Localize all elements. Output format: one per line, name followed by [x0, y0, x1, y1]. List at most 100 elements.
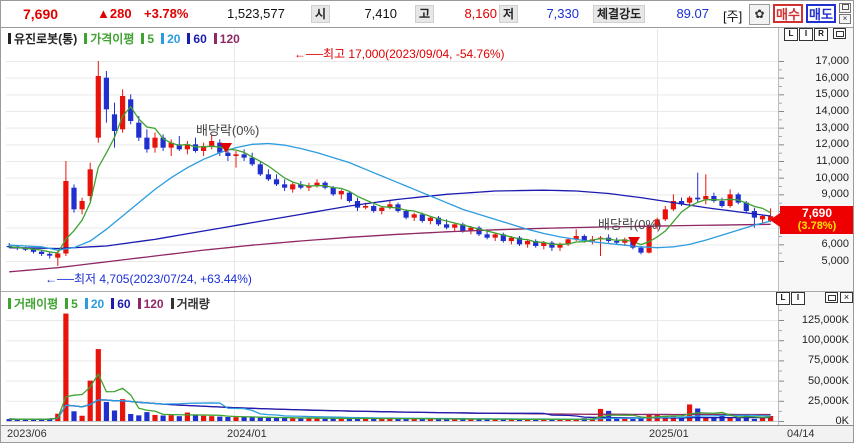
- volume-bar: [282, 417, 288, 421]
- legend-ma-period: 120: [137, 297, 164, 311]
- candle: [47, 253, 53, 256]
- candle: [363, 206, 369, 208]
- candle: [39, 251, 45, 254]
- candle: [103, 77, 109, 110]
- price-axis-label: 15,000: [815, 88, 849, 101]
- pane-button-r[interactable]: R: [814, 28, 828, 41]
- volume-bar: [265, 417, 271, 421]
- candle: [468, 227, 474, 231]
- current-price: 7,690: [23, 6, 59, 22]
- volume-axis-label: 100,000K: [801, 334, 849, 347]
- close-icon[interactable]: ×: [839, 14, 851, 24]
- volume-bar: [403, 418, 409, 421]
- candle: [330, 187, 336, 195]
- pane-button-i[interactable]: I: [799, 28, 813, 41]
- legend-symbol: 유진로봇(통): [8, 30, 77, 47]
- volume-axis-label: 25,000K: [808, 394, 849, 407]
- close-pane-icon[interactable]: ×: [840, 292, 853, 303]
- volume-bar: [589, 418, 595, 421]
- series-marker-icon: [65, 298, 69, 309]
- volume-bar: [565, 419, 571, 421]
- volume-bar: [638, 417, 644, 421]
- price-change: ▲280: [97, 6, 132, 21]
- price-change-pct: +3.78%: [144, 6, 189, 21]
- volume-bar: [233, 417, 239, 421]
- volume-bar: [622, 418, 628, 421]
- open-value: 7,410: [364, 6, 397, 21]
- volume-bar: [136, 415, 142, 421]
- volume-bar: [460, 419, 466, 421]
- high-annotation: ←──최고 17,000(2023/09/04, -54.76%): [294, 47, 505, 61]
- pane-button-l[interactable]: L: [784, 28, 798, 41]
- legend-volume: 거래량: [170, 295, 210, 312]
- candle: [492, 234, 498, 238]
- volume-bar: [241, 416, 247, 421]
- candle: [695, 197, 701, 200]
- volume-bar: [371, 418, 377, 421]
- candle: [573, 236, 579, 240]
- volume-bar: [249, 417, 255, 421]
- sell-button[interactable]: 매도: [806, 4, 836, 23]
- candle: [144, 137, 150, 150]
- candle: [508, 237, 514, 241]
- candle: [184, 144, 190, 150]
- volume-bar: [338, 418, 344, 421]
- candle: [516, 237, 523, 245]
- candle: [735, 194, 741, 203]
- volume-bar: [727, 417, 733, 421]
- legend-ma-period: 60: [187, 32, 207, 46]
- volume-bar: [87, 380, 93, 421]
- volume-bar: [322, 418, 328, 421]
- candle: [71, 187, 77, 210]
- series-marker-icon: [8, 298, 11, 309]
- settings-gear-icon[interactable]: ✿: [749, 4, 770, 25]
- volume-bar: [492, 419, 498, 421]
- candle: [614, 241, 620, 243]
- candle: [541, 242, 547, 246]
- series-marker-icon: [170, 298, 174, 309]
- strength-value: 89.07: [676, 6, 709, 21]
- maximize-icon[interactable]: [833, 28, 846, 39]
- candle: [638, 247, 644, 253]
- candle: [379, 207, 385, 211]
- candle: [298, 184, 304, 188]
- pane-button-i[interactable]: I: [791, 292, 805, 305]
- series-marker-icon: [84, 33, 88, 44]
- time-axis-label: 2025/01: [649, 428, 689, 440]
- volume-bar: [444, 419, 450, 421]
- candle: [282, 184, 288, 188]
- volume-bar: [63, 313, 69, 421]
- volume-bar: [273, 417, 280, 421]
- volume-bar: [184, 412, 190, 421]
- volume-bar: [168, 415, 174, 421]
- series-marker-icon: [111, 298, 115, 309]
- candle: [759, 216, 766, 220]
- volume-bar: [111, 410, 118, 421]
- volume-bar: [79, 415, 85, 421]
- volume-bar: [516, 419, 523, 421]
- price-axis-label: 17,000: [815, 55, 849, 67]
- price-axis-label: 12,000: [815, 138, 849, 151]
- pane-button-l[interactable]: L: [776, 292, 790, 305]
- volume-axis-label: 50,000K: [808, 374, 849, 387]
- buy-button[interactable]: 매수: [773, 4, 803, 23]
- maximize-icon[interactable]: [825, 292, 838, 303]
- restore-icon[interactable]: [839, 3, 851, 13]
- legend-price-ma: 가격이평: [84, 30, 134, 47]
- window-mini-controls: ×: [839, 3, 851, 25]
- candle: [79, 201, 85, 210]
- volume-bar: [468, 419, 474, 421]
- candle: [201, 146, 207, 151]
- candle: [444, 224, 450, 228]
- accumulated-volume: 1,523,577: [227, 6, 285, 21]
- volume-axis-label: 125,000K: [801, 314, 849, 326]
- candle: [95, 76, 101, 138]
- series-marker-icon: [8, 33, 11, 44]
- series-marker-icon: [187, 33, 191, 44]
- dividend-annotation-2: 배당락(0%): [598, 217, 662, 232]
- candle: [128, 99, 134, 121]
- period-indicator: [주]: [723, 9, 743, 24]
- volume-bar: [30, 419, 37, 421]
